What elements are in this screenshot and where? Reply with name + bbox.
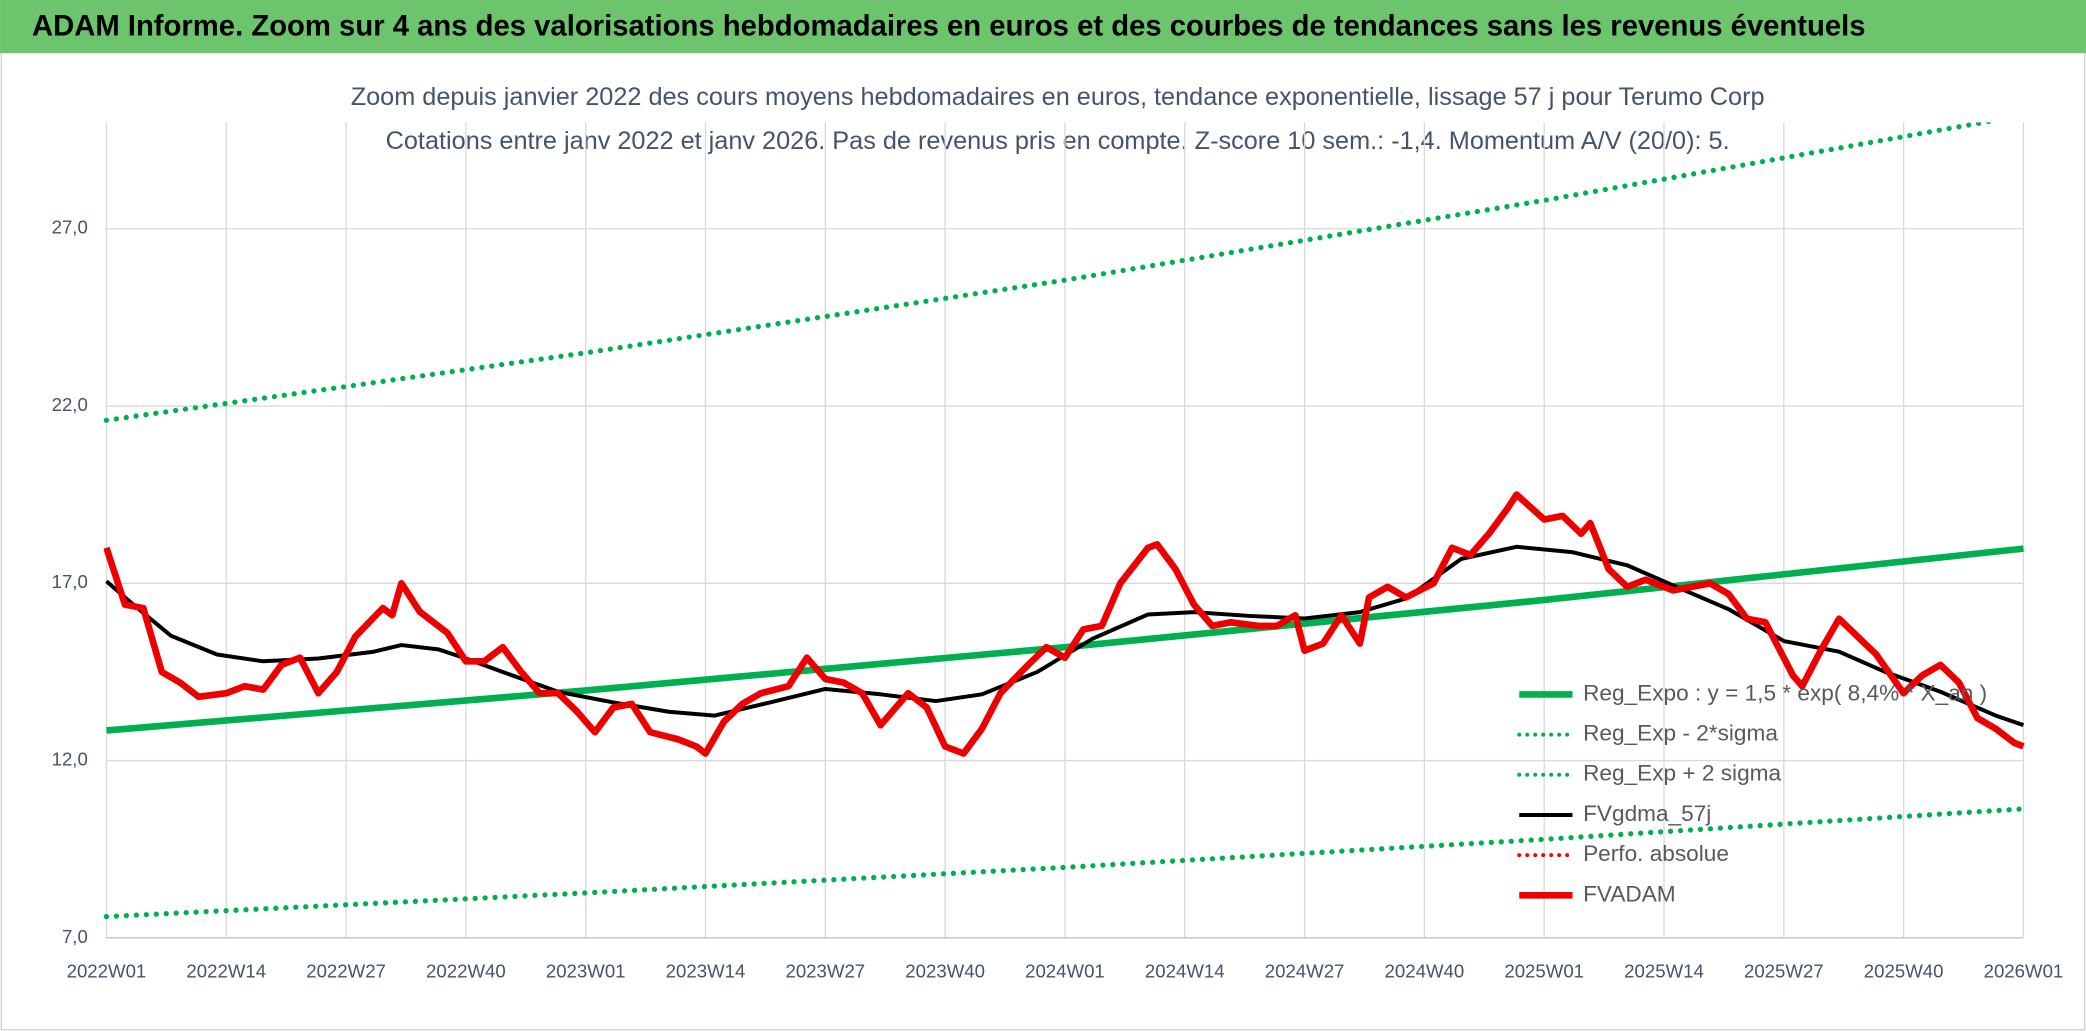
y-tick-label: 12,0 [52, 749, 88, 770]
x-tick-label: 2025W14 [1624, 960, 1704, 981]
x-tick-label: 2024W01 [1025, 960, 1105, 981]
x-tick-label: 2022W14 [186, 960, 266, 981]
header-title: ADAM Informe. Zoom sur 4 ans des valoris… [32, 11, 1866, 43]
legend-label: Reg_Exp + 2 sigma [1583, 761, 1781, 786]
x-tick-label: 2024W27 [1265, 960, 1345, 981]
series-line [103, 806, 2027, 920]
chart-subtitle: Cotations entre janv 2022 et janv 2026. … [386, 127, 1730, 155]
legend-label: Reg_Exp - 2*sigma [1583, 721, 1778, 746]
x-tick-label: 2025W40 [1864, 960, 1944, 981]
x-tick-label: 2022W01 [67, 960, 147, 981]
legend-label: FVADAM [1583, 881, 1676, 906]
x-tick-label: 2022W40 [426, 960, 506, 981]
header-bar [0, 0, 2086, 54]
y-tick-label: 22,0 [52, 394, 88, 415]
y-tick-label: 7,0 [62, 926, 88, 947]
legend-label: Reg_Expo : y = 1,5 * exp( 8,4% * X_an ) [1583, 680, 1987, 705]
x-tick-label: 2025W01 [1504, 960, 1584, 981]
chart-title: Zoom depuis janvier 2022 des cours moyen… [351, 83, 1765, 111]
x-tick-label: 2022W27 [306, 960, 386, 981]
y-tick-label: 17,0 [52, 571, 88, 592]
x-tick-label: 2023W40 [905, 960, 985, 981]
x-tick-label: 2023W01 [546, 960, 626, 981]
series-line [103, 491, 2025, 757]
x-tick-label: 2024W14 [1145, 960, 1225, 981]
x-tick-label: 2023W27 [785, 960, 865, 981]
x-tick-label: 2026W01 [1984, 960, 2064, 981]
legend-label: FVgdma_57j [1583, 801, 1711, 826]
x-tick-label: 2025W27 [1744, 960, 1824, 981]
plot-area [103, 122, 2027, 920]
x-tick-label: 2024W40 [1385, 960, 1465, 981]
y-tick-label: 27,0 [52, 217, 88, 238]
x-tick-label: 2023W14 [666, 960, 746, 981]
series-line [103, 122, 1999, 423]
legend-label: Perfo. absolue [1583, 841, 1729, 866]
